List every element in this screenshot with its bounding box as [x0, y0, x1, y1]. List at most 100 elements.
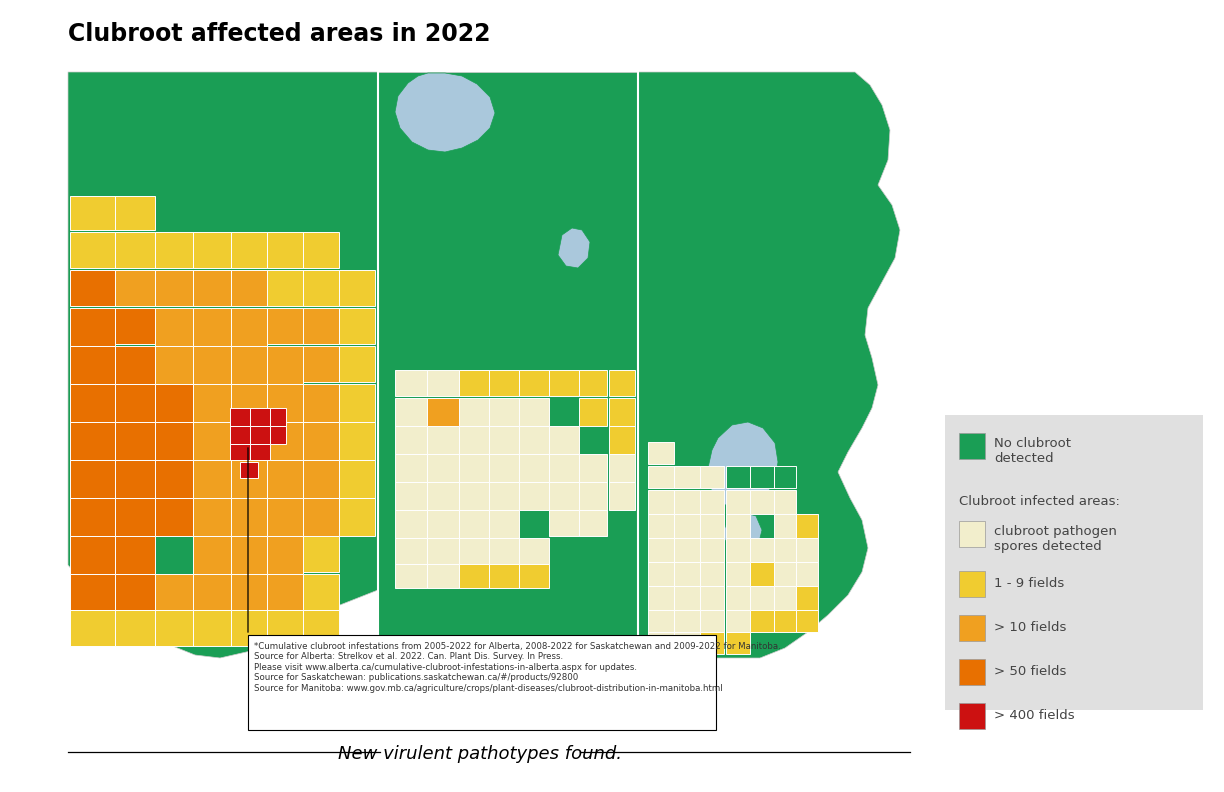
- Bar: [230, 408, 250, 426]
- Bar: [579, 482, 607, 510]
- Bar: [427, 398, 459, 426]
- Bar: [155, 422, 193, 460]
- Bar: [459, 564, 490, 588]
- Bar: [647, 586, 674, 610]
- Bar: [674, 632, 700, 654]
- Polygon shape: [707, 422, 778, 510]
- Bar: [674, 514, 700, 538]
- Bar: [427, 482, 459, 510]
- Bar: [774, 490, 796, 514]
- Bar: [304, 460, 339, 498]
- Text: > 50 fields: > 50 fields: [994, 665, 1066, 678]
- Bar: [519, 564, 550, 588]
- Bar: [427, 426, 459, 454]
- Bar: [304, 308, 339, 344]
- Bar: [155, 610, 193, 646]
- Bar: [250, 444, 271, 460]
- Bar: [115, 308, 155, 344]
- Bar: [155, 270, 193, 306]
- Bar: [674, 586, 700, 610]
- Bar: [304, 232, 339, 268]
- Bar: [459, 482, 490, 510]
- Bar: [248, 635, 716, 730]
- Bar: [395, 426, 427, 454]
- Bar: [193, 498, 231, 536]
- Bar: [459, 398, 490, 426]
- Bar: [339, 346, 375, 382]
- Bar: [774, 610, 796, 632]
- Bar: [115, 574, 155, 610]
- Bar: [267, 422, 304, 460]
- Bar: [395, 370, 427, 396]
- Bar: [155, 384, 193, 422]
- Bar: [674, 490, 700, 514]
- Bar: [115, 232, 155, 268]
- Bar: [459, 370, 490, 396]
- Bar: [231, 536, 267, 574]
- Bar: [250, 426, 271, 444]
- Bar: [70, 232, 115, 268]
- Bar: [155, 498, 193, 536]
- Bar: [550, 454, 579, 482]
- Bar: [304, 574, 339, 610]
- Bar: [726, 538, 750, 562]
- Bar: [70, 384, 115, 422]
- Bar: [304, 422, 339, 460]
- Bar: [231, 384, 267, 422]
- Bar: [70, 574, 115, 610]
- Bar: [774, 466, 796, 488]
- Bar: [395, 398, 427, 426]
- Bar: [647, 632, 674, 654]
- Bar: [115, 270, 155, 306]
- Text: Clubroot affected areas in 2022: Clubroot affected areas in 2022: [69, 22, 491, 46]
- Bar: [726, 466, 750, 488]
- Bar: [267, 232, 304, 268]
- Bar: [427, 370, 459, 396]
- Bar: [155, 574, 193, 610]
- Bar: [647, 538, 674, 562]
- Bar: [647, 610, 674, 632]
- Bar: [230, 444, 250, 460]
- Bar: [267, 498, 304, 536]
- Bar: [519, 482, 550, 510]
- Bar: [490, 482, 519, 510]
- Text: > 10 fields: > 10 fields: [994, 621, 1066, 634]
- Bar: [231, 232, 267, 268]
- Bar: [155, 346, 193, 384]
- Polygon shape: [378, 72, 638, 665]
- Bar: [774, 562, 796, 586]
- Bar: [796, 610, 818, 632]
- Bar: [490, 510, 519, 538]
- Bar: [427, 398, 459, 426]
- Bar: [427, 454, 459, 482]
- Text: > 400 fields: > 400 fields: [994, 709, 1075, 722]
- Bar: [304, 346, 339, 382]
- Bar: [519, 538, 550, 564]
- Bar: [610, 426, 635, 454]
- Bar: [958, 433, 985, 459]
- Bar: [610, 454, 635, 482]
- Bar: [339, 498, 375, 536]
- Bar: [579, 370, 607, 396]
- Bar: [519, 398, 550, 426]
- Bar: [579, 398, 607, 426]
- Bar: [70, 610, 115, 646]
- Text: New virulent pathotypes found.: New virulent pathotypes found.: [338, 745, 622, 763]
- Bar: [774, 586, 796, 610]
- Text: *Cumulative clubroot infestations from 2005-2022 for Alberta, 2008-2022 for Sask: *Cumulative clubroot infestations from 2…: [255, 642, 781, 692]
- Bar: [550, 370, 579, 396]
- Bar: [395, 482, 427, 510]
- Bar: [726, 610, 750, 632]
- Bar: [750, 562, 774, 586]
- Bar: [193, 422, 231, 460]
- Bar: [231, 574, 267, 610]
- Bar: [519, 454, 550, 482]
- Bar: [267, 460, 304, 498]
- Bar: [193, 270, 231, 306]
- Bar: [459, 370, 490, 396]
- Bar: [490, 370, 519, 396]
- Bar: [271, 408, 286, 426]
- Bar: [427, 538, 459, 564]
- Bar: [304, 498, 339, 536]
- Bar: [796, 586, 818, 610]
